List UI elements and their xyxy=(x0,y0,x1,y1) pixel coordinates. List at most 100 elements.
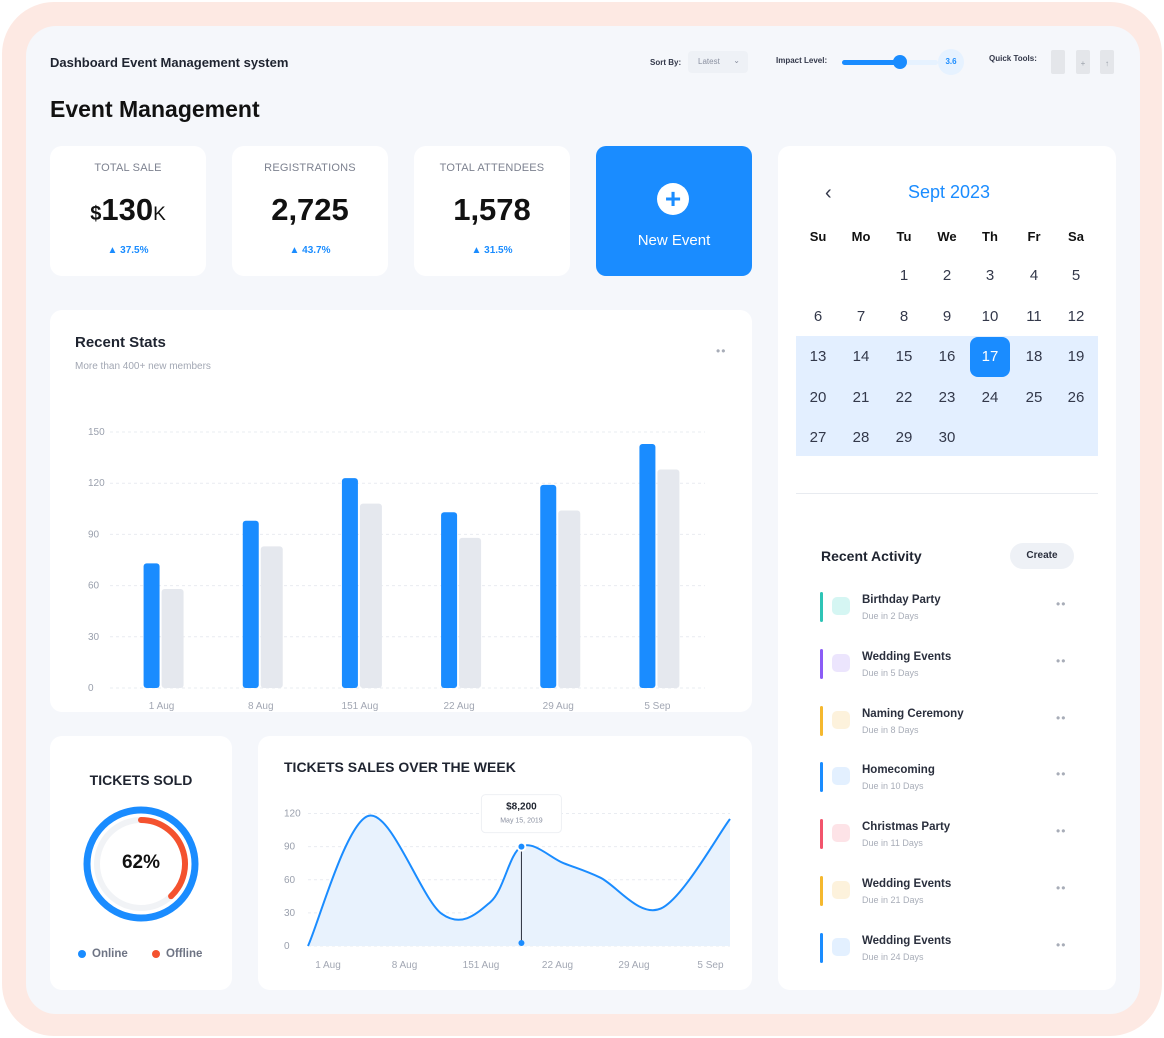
activity-item[interactable]: Naming Ceremony Due in 8 Days •• xyxy=(820,702,1080,742)
y-tick-label: 120 xyxy=(88,478,105,489)
recent-stats-subtitle: More than 400+ new members xyxy=(75,361,211,372)
calendar-day[interactable]: 1 xyxy=(899,267,909,284)
create-button[interactable]: Create xyxy=(1010,543,1074,569)
x-tick-label: 1 Aug xyxy=(315,960,341,971)
calendar-day[interactable]: 27 xyxy=(809,429,827,446)
calendar-day[interactable]: 26 xyxy=(1067,388,1085,406)
x-tick-label: 5 Sep xyxy=(697,960,724,971)
x-tick-label: 29 Aug xyxy=(618,960,649,971)
x-tick-label: 8 Aug xyxy=(392,960,418,971)
calendar-day[interactable]: 23 xyxy=(938,388,956,406)
y-tick-label: 60 xyxy=(88,581,100,592)
page-title: Event Management xyxy=(50,96,260,122)
stat-label: TOTAL SALE xyxy=(94,162,162,174)
bar-secondary xyxy=(359,503,382,688)
right-panel: ‹ Sept 2023 Su Mo Tu We Th Fr Sa 1 2 3 4 5 6 7 8 9 10 11 1… xyxy=(778,146,1116,990)
calendar-day[interactable]: 3 xyxy=(985,267,995,284)
more-icon[interactable]: •• xyxy=(1056,653,1067,668)
calendar-day[interactable]: 25 xyxy=(1025,388,1043,406)
calendar-day[interactable]: 16 xyxy=(938,348,956,365)
calendar-day[interactable]: 20 xyxy=(809,388,827,406)
more-icon[interactable]: •• xyxy=(716,344,727,358)
calendar-day[interactable]: 12 xyxy=(1067,307,1085,325)
calendar-day[interactable]: 4 xyxy=(1029,267,1039,284)
bar-primary xyxy=(242,520,259,688)
calendar-day[interactable]: 11 xyxy=(1026,307,1042,325)
chevron-left-icon[interactable]: ‹ xyxy=(825,182,832,204)
sort-label: Sort By: xyxy=(650,58,682,67)
calendar-day[interactable]: 9 xyxy=(942,307,952,325)
activity-color-bar xyxy=(820,876,823,906)
activity-item[interactable]: Wedding Events Due in 21 Days •• xyxy=(820,872,1080,912)
calendar-day[interactable]: 17 xyxy=(970,337,1010,377)
bar-primary xyxy=(143,563,160,688)
more-icon[interactable]: •• xyxy=(1056,710,1067,725)
x-tick-label: 151 Aug xyxy=(342,701,379,712)
calendar-day[interactable]: 28 xyxy=(852,429,870,446)
area-fill xyxy=(308,815,730,946)
sales-line xyxy=(307,814,731,947)
more-icon[interactable]: •• xyxy=(1056,767,1067,782)
impact-value: 3.6 xyxy=(938,49,964,75)
ticket-sales-area-chart: 0 30 60 90 120 1 Aug 8 Aug 151 Aug 22 Aug 29 Aug 5… xyxy=(284,794,731,971)
new-event-button[interactable]: + New Event xyxy=(596,146,752,276)
file-upload-icon[interactable]: ↑ xyxy=(1100,50,1114,74)
divider xyxy=(796,493,1098,494)
file-icon[interactable] xyxy=(1051,50,1065,74)
calendar-day[interactable]: 21 xyxy=(852,388,870,406)
calendar-day[interactable]: 18 xyxy=(1025,348,1043,365)
chevron-down-icon: ⌄ xyxy=(733,56,740,65)
event-icon xyxy=(832,881,850,899)
activity-item[interactable]: Homecoming Due in 10 Days •• xyxy=(820,758,1080,798)
online-dot xyxy=(78,949,86,958)
calendar-day[interactable]: 5 xyxy=(1071,267,1081,284)
tickets-sold-card: TICKETS SOLD 62% Online Offline xyxy=(50,736,232,990)
bar-primary xyxy=(341,478,358,688)
weekday-header: We xyxy=(937,229,957,244)
more-icon[interactable]: •• xyxy=(1056,881,1067,895)
activity-color-bar xyxy=(820,762,823,793)
activity-due: Due in 2 Days xyxy=(862,611,919,621)
donut-offline-arc xyxy=(138,817,188,900)
more-icon[interactable]: •• xyxy=(1056,597,1067,611)
calendar-day[interactable]: 15 xyxy=(895,348,913,365)
impact-slider-thumb[interactable] xyxy=(893,55,907,69)
tooltip-box xyxy=(480,794,562,834)
bar-secondary xyxy=(657,469,680,688)
weekday-header: Th xyxy=(982,229,998,244)
calendar-day[interactable]: 8 xyxy=(899,307,909,325)
calendar-day[interactable]: 2 xyxy=(942,267,952,284)
x-tick-label: 8 Aug xyxy=(248,701,274,712)
calendar-day[interactable]: 10 xyxy=(981,307,999,325)
bar-primary xyxy=(540,484,557,688)
tickets-sold-title: TICKETS SOLD xyxy=(89,772,193,788)
activity-name: Christmas Party xyxy=(862,821,951,834)
activity-name: Wedding Events xyxy=(862,934,952,947)
quick-tools-label: Quick Tools: xyxy=(989,54,1037,63)
y-tick-label: 30 xyxy=(88,632,100,643)
file-add-icon[interactable]: + xyxy=(1076,50,1090,74)
tooltip-date: May 15, 2019 xyxy=(500,818,543,825)
calendar-day[interactable]: 29 xyxy=(895,429,913,446)
calendar-day[interactable]: 22 xyxy=(895,388,913,406)
calendar-month: Sept 2023 xyxy=(907,182,991,202)
calendar-day[interactable]: 13 xyxy=(809,348,827,365)
calendar-day[interactable]: 7 xyxy=(856,307,866,325)
calendar-day[interactable]: 24 xyxy=(981,388,999,406)
y-tick-label: 60 xyxy=(284,875,296,886)
calendar-day[interactable]: 30 xyxy=(938,429,956,446)
activity-item[interactable]: Wedding Events Due in 5 Days •• xyxy=(820,645,1080,685)
activity-item[interactable]: Birthday Party Due in 2 Days •• xyxy=(820,588,1080,628)
calendar-day[interactable]: 6 xyxy=(813,307,823,325)
activity-due: Due in 5 Days xyxy=(862,667,919,678)
plus-icon: + xyxy=(657,183,689,215)
calendar-day[interactable]: 19 xyxy=(1067,348,1085,365)
more-icon[interactable]: •• xyxy=(1056,824,1067,839)
calendar-day[interactable]: 14 xyxy=(852,348,870,365)
activity-item[interactable]: Christmas Party Due in 11 Days •• xyxy=(820,815,1080,855)
tickets-sold-donut xyxy=(83,806,199,922)
stat-change: ▲ 31.5% xyxy=(471,245,513,256)
more-icon[interactable]: •• xyxy=(1056,937,1067,952)
activity-item[interactable]: Wedding Events Due in 24 Days •• xyxy=(820,929,1080,969)
sort-select[interactable]: Latest ⌄ xyxy=(688,51,748,73)
